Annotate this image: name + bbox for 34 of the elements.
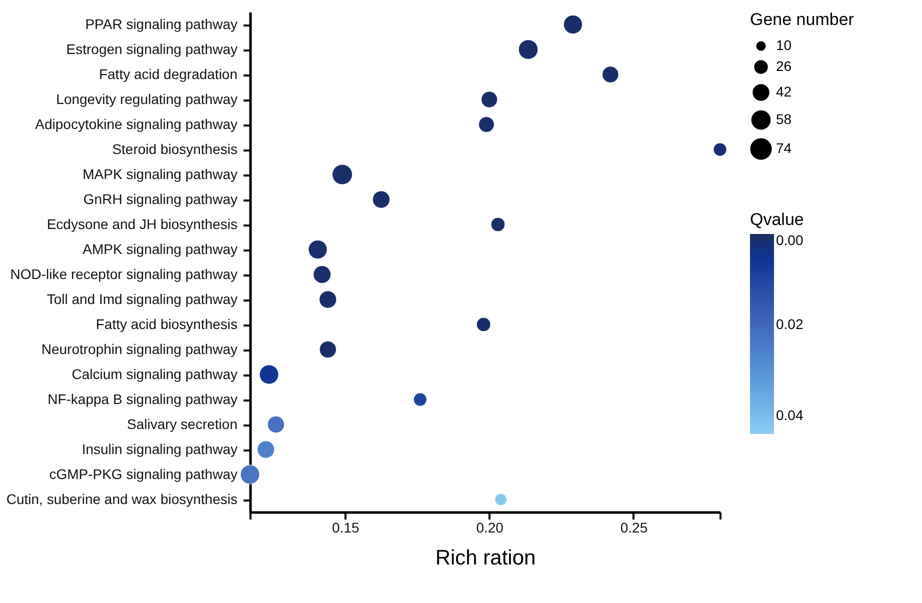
x-tick-label: 0.20 [476, 520, 504, 536]
legend-label: 10 [776, 37, 792, 53]
y-tick-label: cGMP-PKG signaling pathway [49, 466, 238, 482]
y-tick-label: Salivary secretion [127, 416, 238, 432]
y-tick-label: Neurotrophin signaling pathway [41, 341, 238, 357]
y-tick-label: Adipocytokine signaling pathway [35, 116, 238, 132]
legend-label: 42 [776, 84, 792, 100]
y-tick-label: AMPK signaling pathway [82, 241, 238, 257]
legend-label: 74 [776, 140, 792, 156]
y-tick-label: GnRH signaling pathway [83, 191, 238, 207]
y-tick-label: NF-kappa B signaling pathway [48, 391, 238, 407]
color-bar-label: 0.04 [776, 406, 804, 423]
y-tick-label: PPAR signaling pathway [85, 16, 238, 32]
color-bar-title: Qvalue [750, 210, 804, 229]
y-tick-label: Insulin signaling pathway [82, 441, 238, 457]
y-tick-label: Cutin, suberine and wax biosynthesis [6, 491, 238, 507]
y-tick-label: Fatty acid degradation [98, 66, 238, 82]
legend-label: 58 [776, 111, 792, 127]
legend-title: Gene number [750, 10, 854, 29]
y-tick-label: NOD-like receptor signaling pathway [10, 266, 238, 282]
y-tick-label: Toll and Imd signaling pathway [46, 291, 238, 307]
y-tick-label: Estrogen signaling pathway [66, 41, 238, 57]
x-tick-label: 0.15 [332, 520, 360, 536]
color-bar-label: 0.00 [776, 232, 804, 248]
color-bar-label: 0.02 [776, 316, 804, 332]
y-tick-label: Calcium signaling pathway [72, 366, 238, 382]
legend-label: 26 [776, 58, 792, 74]
x-tick-label: 0.25 [620, 520, 648, 536]
y-tick-label: Steroid biosynthesis [112, 141, 238, 157]
y-tick-label: Ecdysone and JH biosynthesis [46, 216, 238, 232]
y-tick-label: MAPK signaling pathway [82, 166, 238, 182]
x-axis-title: Rich ration [435, 546, 536, 570]
y-tick-label: Longevity regulating pathway [56, 91, 238, 107]
y-tick-label: Fatty acid biosynthesis [96, 316, 238, 332]
